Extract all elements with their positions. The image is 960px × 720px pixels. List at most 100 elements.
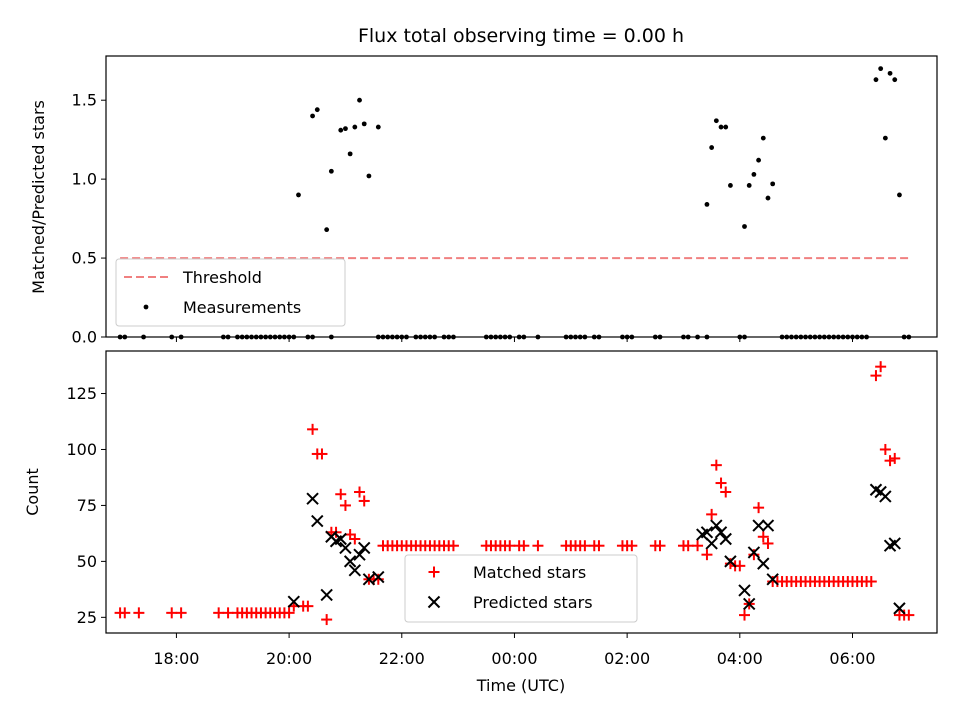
y-tick-label: 1.5 [72,91,97,110]
bottom-legend: Matched stars Predicted stars [404,554,638,623]
chart-title: Flux total observing time = 0.00 h [358,25,684,47]
matched-star-point [682,540,694,552]
measurement-point [756,157,761,163]
bottom-plot-frame [105,350,938,634]
measurements-legend-swatch [143,304,149,310]
predicted-star-point [353,548,366,561]
top-y-axis-title: Matched/Predicted stars [29,100,48,294]
measurement-point [338,127,344,133]
predicted-star-point [888,537,901,550]
matched-star-point [518,540,530,552]
matched-star-point [757,531,769,543]
measurement-point [878,66,884,72]
matched-star-point [870,370,882,382]
matched-star-point [349,533,361,545]
predicted-star-point [700,526,714,539]
x-tick-label: 04:00 [717,649,763,668]
predicted-star-point [287,595,301,608]
matched-star-point [339,499,351,511]
matched-star-point [175,607,187,619]
measurement-point [718,124,724,130]
top-legend-box [115,258,346,327]
predicted-star-point [752,519,765,532]
matched-star-point [748,549,760,561]
matched-star-point [710,459,722,471]
predicted-star-point [893,602,906,615]
matched-star-point [865,576,877,588]
measurement-point [746,183,752,188]
matched-star-point [532,540,544,552]
measurement-points [117,66,912,340]
predicted-star-point [719,532,732,546]
measurement-point [897,192,902,198]
top-chart: Flux total observing time = 0.00 h 0.00.… [29,25,938,347]
predicted-star-point [343,555,357,568]
matched-star-point [358,495,370,507]
measurement-point [742,224,747,229]
measurement-point [375,124,381,130]
measurement-point [366,173,372,179]
measurement-point [352,124,358,130]
matched-star-point [316,448,328,460]
matched-star-point [692,540,704,552]
matched-star-point [579,540,591,552]
measurement-point [723,124,729,130]
measurement-point [713,118,719,124]
measurement-point [887,70,893,76]
y-tick-label: 75 [77,496,97,515]
matched-star-point [504,540,516,552]
matched-star-point [753,502,765,514]
matched-legend-swatch [428,566,440,578]
predicted-star-point [761,519,775,532]
predicted-star-point [747,546,761,559]
measurement-point [361,121,367,127]
matched-star-point [302,600,314,612]
measurement-point [751,171,757,177]
matched-star-point [724,558,736,570]
matched-star-point [447,540,459,552]
x-tick-label: 22:00 [379,649,425,668]
predicted-star-point [320,588,333,602]
matched-star-point [654,540,666,552]
matched-star-point [119,607,131,619]
measurement-point [310,113,315,119]
predicted-star-point [738,584,751,597]
measurement-point [704,201,710,207]
threshold-legend-label: Threshold [182,268,262,287]
top-legend: Threshold Measurements [115,258,346,327]
matched-star-point [307,423,319,435]
predicted-star-point [724,555,737,568]
bottom-x-ticks: 18:00 20:00 22:00 00:00 02:00 04:00 06:00 [153,633,876,668]
matched-star-point [720,486,732,498]
matched-star-point [879,443,891,455]
measurement-point [324,227,330,233]
predicted-star-point [766,573,779,586]
matched-star-point [884,455,896,467]
measurement-point [873,77,879,83]
y-tick-label: 25 [77,608,97,627]
matched-star-point [762,537,774,549]
bottom-y-ticks: 25 50 75 100 125 [66,384,106,627]
y-tick-label: 0.0 [72,328,97,347]
measurements-legend-label: Measurements [183,298,301,317]
matched-star-point [715,477,727,489]
measurement-point [765,195,771,201]
matched-star-point [133,607,145,619]
predicted-star-point [710,519,723,532]
predicted-star-point [311,514,324,528]
x-tick-label: 18:00 [153,649,199,668]
matched-star-point [335,488,347,500]
predicted-star-point [705,537,718,550]
y-tick-label: 50 [77,552,97,571]
matched-star-point [213,607,225,619]
bottom-chart: 25 50 75 100 125 18:00 20:00 22:00 00:00 02:00 04… [23,350,938,695]
matched-star-point [626,540,638,552]
top-x-ticks [175,337,853,342]
measurement-point [709,145,715,150]
measurement-point [882,135,888,141]
predicted-star-point [339,541,352,555]
x-tick-label: 06:00 [829,649,875,668]
measurement-point [347,151,353,157]
predicted-star-point [714,526,728,539]
